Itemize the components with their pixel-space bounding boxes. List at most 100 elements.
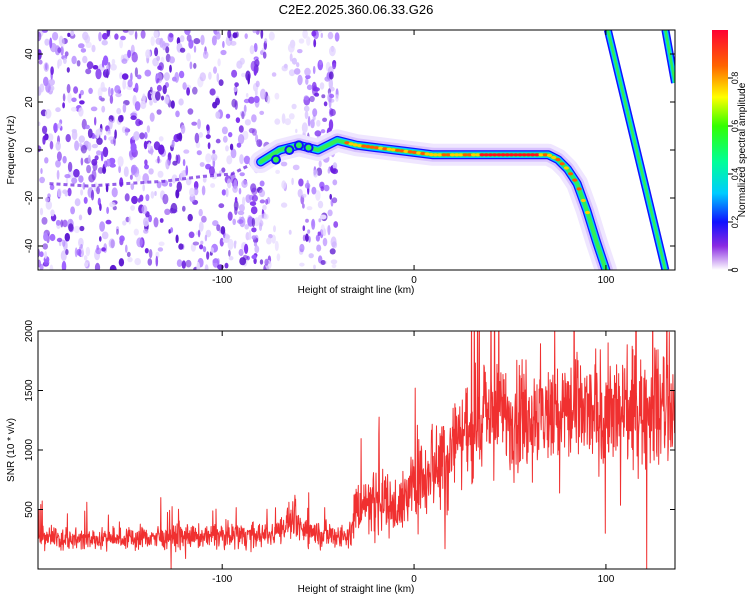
noise-blob bbox=[144, 132, 148, 139]
noise-blob bbox=[291, 177, 294, 186]
noise-blob bbox=[328, 97, 332, 109]
noise-blob bbox=[276, 253, 281, 262]
signal-peak bbox=[390, 148, 396, 152]
snr-ylabel: SNR (10 * v/v) bbox=[6, 418, 17, 482]
noise-blob bbox=[227, 211, 233, 221]
noise-blob bbox=[87, 128, 93, 139]
noise-blob bbox=[235, 117, 241, 123]
noise-blob bbox=[130, 142, 137, 153]
colorbar-tick-label: 0.6 bbox=[730, 120, 740, 133]
noise-blob bbox=[165, 159, 170, 170]
noise-blob bbox=[142, 184, 145, 192]
noise-blob bbox=[301, 122, 308, 134]
noise-blob bbox=[73, 225, 80, 234]
noise-blob bbox=[186, 87, 191, 96]
noise-blob bbox=[73, 86, 79, 94]
noise-blob bbox=[55, 141, 61, 151]
noise-blob bbox=[55, 219, 61, 226]
signal-peak bbox=[559, 162, 565, 166]
noise-blob bbox=[323, 228, 327, 237]
noise-blob bbox=[212, 258, 220, 268]
noise-blob bbox=[335, 94, 339, 102]
noise-blob bbox=[328, 78, 333, 90]
noise-blob bbox=[193, 187, 199, 196]
noise-blob bbox=[122, 220, 127, 226]
noise-blob bbox=[225, 145, 229, 152]
x-tick-label: -100 bbox=[212, 275, 232, 286]
noise-blob bbox=[217, 58, 221, 67]
noise-blob bbox=[73, 168, 80, 178]
signal-peak bbox=[572, 178, 578, 182]
noise-blob bbox=[127, 79, 133, 88]
signal-blob-core bbox=[272, 156, 279, 163]
noise-blob bbox=[228, 256, 234, 261]
noise-blob bbox=[71, 177, 78, 184]
noise-blob bbox=[49, 37, 53, 49]
noise-blob bbox=[210, 247, 214, 253]
noise-blob bbox=[39, 263, 44, 270]
noise-blob bbox=[38, 31, 42, 42]
noise-blob bbox=[275, 169, 280, 174]
noise-blob bbox=[222, 40, 225, 49]
noise-blob bbox=[262, 204, 267, 211]
noise-blob bbox=[241, 179, 248, 188]
noise-blob bbox=[301, 193, 307, 198]
noise-blob bbox=[62, 102, 65, 109]
noise-blob bbox=[205, 153, 212, 163]
noise-blob bbox=[118, 115, 123, 123]
noise-blob bbox=[78, 175, 84, 183]
noise-blob bbox=[315, 190, 321, 201]
noise-blob bbox=[237, 134, 245, 145]
x-tick-label: 100 bbox=[598, 574, 615, 585]
noise-blob bbox=[64, 174, 71, 179]
noise-blob bbox=[232, 218, 236, 225]
noise-blob bbox=[43, 232, 49, 242]
noise-blob bbox=[252, 30, 257, 34]
noise-blob bbox=[162, 193, 169, 205]
noise-blob bbox=[217, 264, 224, 270]
noise-blob bbox=[85, 41, 92, 48]
spectrogram-axes: -100 0 100 -40 -20 0 20 40 bbox=[24, 30, 675, 286]
noise-blob bbox=[97, 167, 104, 174]
noise-blob bbox=[299, 262, 305, 267]
noise-blob bbox=[83, 196, 88, 204]
noise-blob bbox=[70, 206, 75, 215]
noise-blob bbox=[101, 231, 109, 240]
noise-blob bbox=[260, 30, 264, 39]
noise-blob bbox=[295, 128, 298, 134]
noise-blob bbox=[222, 238, 227, 243]
noise-blob bbox=[96, 150, 102, 156]
noise-blob bbox=[110, 87, 114, 96]
signal-peak bbox=[399, 149, 405, 153]
noise-blob bbox=[170, 140, 176, 148]
noise-blob bbox=[297, 188, 303, 198]
noise-blob bbox=[111, 187, 118, 198]
noise-blob bbox=[179, 35, 185, 43]
noise-blob bbox=[281, 180, 287, 190]
noise-blob bbox=[241, 111, 245, 120]
colorbar-tick-label: 0 bbox=[730, 267, 740, 272]
noise-blob bbox=[41, 30, 48, 33]
noise-blob bbox=[309, 95, 315, 103]
noise-blob bbox=[42, 243, 48, 250]
noise-blob bbox=[138, 120, 143, 126]
noise-blob bbox=[251, 114, 257, 123]
noise-blob bbox=[50, 209, 55, 217]
signal-peak bbox=[538, 153, 544, 157]
noise-blob bbox=[150, 191, 155, 199]
noise-blob bbox=[218, 203, 225, 209]
noise-blob bbox=[101, 59, 105, 68]
noise-blob bbox=[123, 166, 129, 177]
noise-blob bbox=[235, 31, 239, 38]
noise-blob bbox=[124, 193, 130, 202]
noise-blob bbox=[266, 95, 271, 104]
noise-blob bbox=[206, 124, 210, 131]
noise-blob bbox=[298, 38, 305, 44]
signal-peak bbox=[382, 147, 388, 151]
noise-blob bbox=[143, 217, 149, 227]
noise-blob bbox=[82, 182, 86, 190]
noise-blob bbox=[234, 206, 238, 216]
aliased-line bbox=[606, 30, 667, 270]
noise-blob bbox=[239, 154, 244, 165]
snr-axes: -100 0 100 500 1000 1500 2000 bbox=[24, 319, 675, 585]
